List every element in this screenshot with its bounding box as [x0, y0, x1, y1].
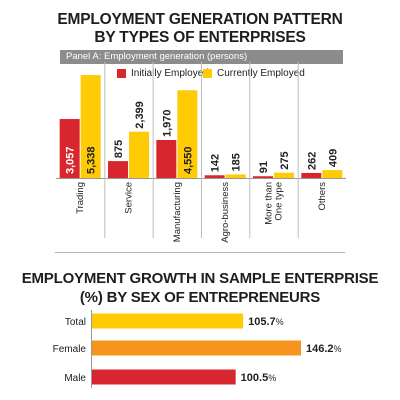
value-label-initially-5: 262	[306, 152, 318, 170]
value-label-initially-0: 3,057	[65, 146, 77, 174]
legend-label-initially: Initially Employed	[131, 68, 209, 79]
value-label-currently-3: 185	[231, 153, 243, 171]
bar-currently-1	[129, 131, 149, 178]
chart2-title-line2: (%) BY SEX OF ENTREPRENEURS	[79, 289, 321, 306]
bar-currently-0	[80, 75, 101, 178]
bar-currently-3	[225, 174, 246, 178]
bar-male	[92, 369, 236, 385]
legend-item-initially: Initially Employed	[117, 68, 209, 79]
bar-currently-5	[322, 170, 343, 178]
bar-initially-3	[204, 175, 225, 178]
x-tick-label-5: Others	[317, 182, 328, 211]
value-label-initially-2: 1,970	[161, 109, 173, 137]
value-label-currently-2: 4,550	[182, 146, 194, 174]
bar-initially-1	[108, 161, 128, 178]
panel-label: Panel A: Employment generation (persons)	[60, 50, 343, 64]
bar-initially-0	[59, 119, 80, 178]
x-tick-label-3: Agro-business	[220, 182, 231, 243]
category-label-total: Total	[65, 317, 86, 328]
category-label-male: Male	[64, 373, 86, 384]
value-label-female: 146.2%	[306, 343, 342, 355]
bar-female	[92, 340, 301, 356]
legend-label-currently: Currently Employed	[217, 68, 305, 79]
legend-item-currently: Currently Employed	[203, 68, 305, 79]
value-label-initially-4: 91	[258, 161, 270, 173]
x-tick-label-2: Manufacturing	[172, 182, 183, 242]
x-tick-label-0: Trading	[75, 182, 86, 214]
value-label-currently-4: 275	[279, 151, 291, 169]
bar-initially-2	[156, 140, 177, 178]
value-label-currently-5: 409	[327, 149, 339, 167]
value-label-initially-3: 142	[210, 154, 222, 172]
x-tick-label-4: One type	[274, 182, 285, 221]
bar-initially-5	[301, 172, 322, 178]
bar-initially-4	[253, 176, 273, 178]
x-tick-label-1: Service	[124, 182, 135, 214]
category-label-female: Female	[53, 344, 87, 355]
section-divider	[55, 252, 345, 253]
legend-swatch-initially	[117, 69, 126, 78]
value-label-initially-1: 875	[113, 140, 125, 158]
value-label-currently-0: 5,338	[86, 146, 98, 174]
chart2-title-line1: EMPLOYMENT GROWTH IN SAMPLE ENTERPRISE	[21, 270, 379, 287]
x-tick-label-4: More than	[264, 182, 275, 225]
bar-total	[92, 313, 244, 329]
value-label-male: 100.5%	[241, 372, 277, 384]
legend-swatch-currently	[203, 69, 212, 78]
bar-currently-2	[177, 90, 198, 178]
chart1-title-line1: EMPLOYMENT GENERATION PATTERN	[57, 11, 343, 28]
bar-currently-4	[274, 172, 294, 178]
chart1-title-line2: BY TYPES OF ENTERPRISES	[94, 29, 306, 46]
value-label-total: 105.7%	[248, 316, 284, 328]
value-label-currently-1: 2,399	[134, 101, 146, 129]
